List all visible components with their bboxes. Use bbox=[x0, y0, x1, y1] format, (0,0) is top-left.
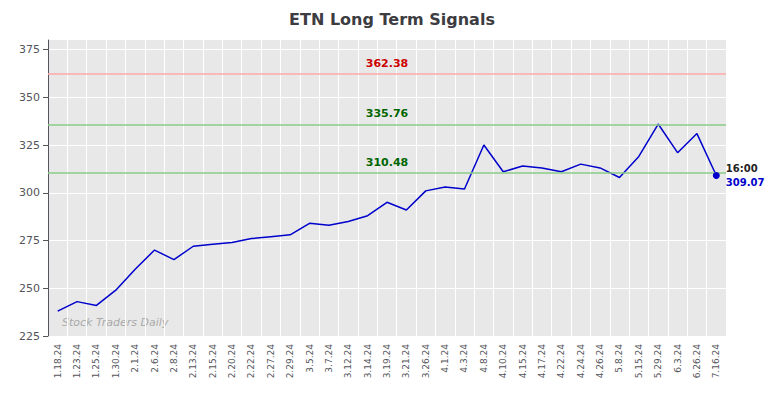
svg-text:4.1.24: 4.1.24 bbox=[440, 344, 450, 373]
svg-text:7.16.24: 7.16.24 bbox=[711, 344, 721, 379]
svg-text:3.19.24: 3.19.24 bbox=[382, 344, 392, 379]
svg-text:335.76: 335.76 bbox=[366, 107, 409, 120]
svg-text:4.10.24: 4.10.24 bbox=[498, 344, 508, 379]
svg-text:2.8.24: 2.8.24 bbox=[169, 344, 179, 373]
svg-text:325: 325 bbox=[19, 139, 40, 152]
svg-text:1.30.24: 1.30.24 bbox=[111, 344, 121, 379]
svg-text:1.23.24: 1.23.24 bbox=[72, 344, 82, 379]
svg-text:6.3.24: 6.3.24 bbox=[673, 344, 683, 373]
svg-text:250: 250 bbox=[19, 282, 40, 295]
svg-text:2.29.24: 2.29.24 bbox=[285, 344, 295, 379]
svg-text:Stock Traders Daily: Stock Traders Daily bbox=[62, 316, 169, 329]
svg-text:5.29.24: 5.29.24 bbox=[653, 344, 663, 379]
svg-text:4.15.24: 4.15.24 bbox=[518, 344, 528, 379]
svg-text:ETN Long Term Signals: ETN Long Term Signals bbox=[289, 10, 495, 29]
svg-text:4.8.24: 4.8.24 bbox=[479, 344, 489, 373]
svg-text:4.3.24: 4.3.24 bbox=[459, 344, 469, 373]
svg-text:4.22.24: 4.22.24 bbox=[556, 344, 566, 379]
svg-text:2.15.24: 2.15.24 bbox=[208, 344, 218, 379]
svg-text:309.07: 309.07 bbox=[726, 177, 765, 188]
svg-text:350: 350 bbox=[19, 91, 40, 104]
svg-text:3.7.24: 3.7.24 bbox=[324, 344, 334, 373]
svg-text:375: 375 bbox=[19, 43, 40, 56]
svg-text:362.38: 362.38 bbox=[366, 57, 408, 70]
svg-text:2.20.24: 2.20.24 bbox=[227, 344, 237, 379]
svg-text:4.24.24: 4.24.24 bbox=[576, 344, 586, 379]
svg-text:275: 275 bbox=[19, 234, 40, 247]
svg-text:2.27.24: 2.27.24 bbox=[266, 344, 276, 379]
svg-text:2.22.24: 2.22.24 bbox=[246, 344, 256, 379]
svg-text:3.21.24: 3.21.24 bbox=[401, 344, 411, 379]
svg-text:3.12.24: 3.12.24 bbox=[343, 344, 353, 379]
svg-text:3.14.24: 3.14.24 bbox=[363, 344, 373, 379]
svg-text:310.48: 310.48 bbox=[366, 156, 408, 169]
svg-text:5.15.24: 5.15.24 bbox=[634, 344, 644, 379]
svg-text:2.13.24: 2.13.24 bbox=[188, 344, 198, 379]
svg-text:5.8.24: 5.8.24 bbox=[614, 344, 624, 373]
svg-text:4.17.24: 4.17.24 bbox=[537, 344, 547, 379]
svg-text:16:00: 16:00 bbox=[726, 163, 758, 174]
svg-text:6.26.24: 6.26.24 bbox=[692, 344, 702, 379]
svg-text:4.26.24: 4.26.24 bbox=[595, 344, 605, 379]
svg-text:2.1.24: 2.1.24 bbox=[130, 344, 140, 373]
svg-text:3.26.24: 3.26.24 bbox=[421, 344, 431, 379]
svg-text:2.6.24: 2.6.24 bbox=[150, 344, 160, 373]
svg-text:225: 225 bbox=[19, 330, 40, 343]
svg-text:3.5.24: 3.5.24 bbox=[305, 344, 315, 373]
svg-text:1.25.24: 1.25.24 bbox=[91, 344, 101, 379]
svg-text:300: 300 bbox=[19, 186, 40, 199]
svg-text:1.18.24: 1.18.24 bbox=[53, 344, 63, 379]
